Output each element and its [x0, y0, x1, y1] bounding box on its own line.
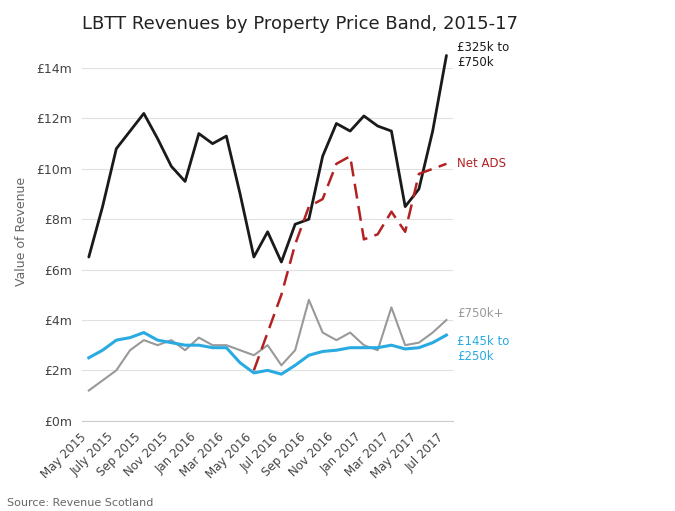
Text: Source: Revenue Scotland: Source: Revenue Scotland	[7, 498, 153, 508]
Y-axis label: Value of Revenue: Value of Revenue	[15, 177, 28, 286]
Text: £750k+: £750k+	[458, 307, 504, 320]
Text: £325k to
£750k: £325k to £750k	[458, 41, 510, 69]
Text: Net ADS: Net ADS	[458, 157, 506, 170]
Text: LBTT Revenues by Property Price Band, 2015-17: LBTT Revenues by Property Price Band, 20…	[82, 15, 518, 33]
Text: £145k to
£250k: £145k to £250k	[458, 335, 510, 363]
